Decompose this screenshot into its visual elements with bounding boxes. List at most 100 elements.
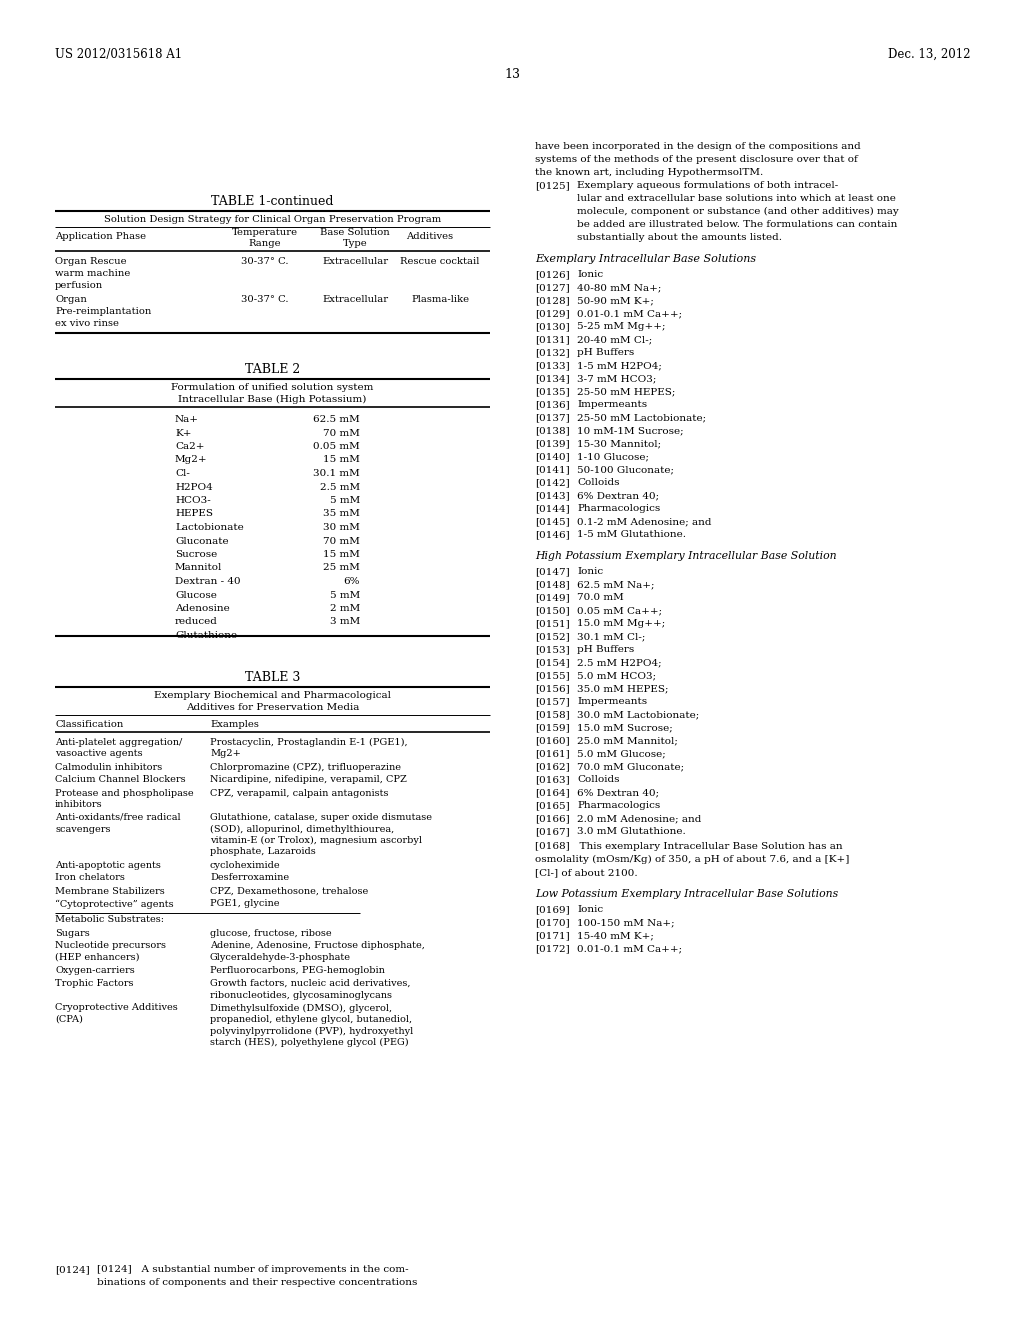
- Text: [0129]: [0129]: [535, 309, 569, 318]
- Text: [0126]: [0126]: [535, 271, 569, 279]
- Text: HEPES: HEPES: [175, 510, 213, 519]
- Text: Ca2+: Ca2+: [175, 442, 205, 451]
- Text: [0147]: [0147]: [535, 568, 569, 576]
- Text: Pharmacologics: Pharmacologics: [577, 504, 660, 513]
- Text: 20-40 mM Cl-;: 20-40 mM Cl-;: [577, 335, 652, 345]
- Text: [0161]: [0161]: [535, 748, 569, 758]
- Text: [0154]: [0154]: [535, 657, 569, 667]
- Text: Adenine, Adenosine, Fructose diphosphate,: Adenine, Adenosine, Fructose diphosphate…: [210, 941, 425, 950]
- Text: 25-50 mM Lactobionate;: 25-50 mM Lactobionate;: [577, 413, 707, 422]
- Text: CPZ, Dexamethosone, trehalose: CPZ, Dexamethosone, trehalose: [210, 887, 369, 895]
- Text: Intracellular Base (High Potassium): Intracellular Base (High Potassium): [178, 395, 367, 404]
- Text: 30.1 mM Cl-;: 30.1 mM Cl-;: [577, 632, 645, 642]
- Text: [0131]: [0131]: [535, 335, 569, 345]
- Text: Mg2+: Mg2+: [175, 455, 208, 465]
- Text: Additives for Preservation Media: Additives for Preservation Media: [185, 704, 359, 711]
- Text: 15 mM: 15 mM: [324, 455, 360, 465]
- Text: Calcium Channel Blockers: Calcium Channel Blockers: [55, 776, 185, 784]
- Text: have been incorporated in the design of the compositions and: have been incorporated in the design of …: [535, 143, 861, 150]
- Text: [0146]: [0146]: [535, 531, 569, 539]
- Text: 15 mM: 15 mM: [324, 550, 360, 558]
- Text: cycloheximide: cycloheximide: [210, 861, 281, 870]
- Text: Membrane Stabilizers: Membrane Stabilizers: [55, 887, 165, 895]
- Text: Oxygen-carriers: Oxygen-carriers: [55, 966, 135, 975]
- Text: 30-37° C.: 30-37° C.: [242, 257, 289, 267]
- Text: [0170]: [0170]: [535, 917, 569, 927]
- Text: Extracellular: Extracellular: [322, 294, 388, 304]
- Text: Colloids: Colloids: [577, 775, 620, 784]
- Text: [0169]: [0169]: [535, 906, 569, 913]
- Text: Mannitol: Mannitol: [175, 564, 222, 573]
- Text: TABLE 1-continued: TABLE 1-continued: [211, 195, 334, 209]
- Text: molecule, component or substance (and other additives) may: molecule, component or substance (and ot…: [577, 207, 899, 216]
- Text: Ionic: Ionic: [577, 271, 603, 279]
- Text: Ionic: Ionic: [577, 906, 603, 913]
- Text: 2.5 mM H2PO4;: 2.5 mM H2PO4;: [577, 657, 662, 667]
- Text: 0.1-2 mM Adenosine; and: 0.1-2 mM Adenosine; and: [577, 517, 712, 525]
- Text: [0165]: [0165]: [535, 801, 569, 810]
- Text: Nucleotide precursors: Nucleotide precursors: [55, 941, 166, 950]
- Text: systems of the methods of the present disclosure over that of: systems of the methods of the present di…: [535, 154, 858, 164]
- Text: CPZ, verapamil, calpain antagonists: CPZ, verapamil, calpain antagonists: [210, 788, 388, 797]
- Text: reduced: reduced: [175, 618, 218, 627]
- Text: 15.0 mM Sucrose;: 15.0 mM Sucrose;: [577, 723, 673, 733]
- Text: [0134]: [0134]: [535, 374, 569, 383]
- Text: osmolality (mOsm/Kg) of 350, a pH of about 7.6, and a [K+]: osmolality (mOsm/Kg) of 350, a pH of abo…: [535, 855, 849, 865]
- Text: Solution Design Strategy for Clinical Organ Preservation Program: Solution Design Strategy for Clinical Or…: [103, 215, 441, 224]
- Text: [0127]: [0127]: [535, 282, 569, 292]
- Text: 6%: 6%: [343, 577, 360, 586]
- Text: 50-100 Gluconate;: 50-100 Gluconate;: [577, 465, 674, 474]
- Text: 5.0 mM Glucose;: 5.0 mM Glucose;: [577, 748, 666, 758]
- Text: [0133]: [0133]: [535, 360, 569, 370]
- Text: [0157]: [0157]: [535, 697, 569, 706]
- Text: Anti-platelet aggregation/: Anti-platelet aggregation/: [55, 738, 182, 747]
- Text: scavengers: scavengers: [55, 825, 111, 833]
- Text: Glucose: Glucose: [175, 590, 217, 599]
- Text: Temperature: Temperature: [232, 228, 298, 238]
- Text: warm machine: warm machine: [55, 269, 130, 279]
- Text: 70.0 mM: 70.0 mM: [577, 593, 624, 602]
- Text: the known art, including HypothermsolTM.: the known art, including HypothermsolTM.: [535, 168, 763, 177]
- Text: Adenosine: Adenosine: [175, 605, 229, 612]
- Text: [0124]   A substantial number of improvements in the com-: [0124] A substantial number of improveme…: [97, 1265, 409, 1274]
- Text: Desferroxamine: Desferroxamine: [210, 874, 289, 883]
- Text: [0142]: [0142]: [535, 478, 569, 487]
- Text: Range: Range: [249, 239, 282, 248]
- Text: [0136]: [0136]: [535, 400, 569, 409]
- Text: pH Buffers: pH Buffers: [577, 348, 634, 356]
- Text: 40-80 mM Na+;: 40-80 mM Na+;: [577, 282, 662, 292]
- Text: H2PO4: H2PO4: [175, 483, 213, 491]
- Text: Organ Rescue: Organ Rescue: [55, 257, 127, 267]
- Text: 15.0 mM Mg++;: 15.0 mM Mg++;: [577, 619, 666, 628]
- Text: Examples: Examples: [210, 719, 259, 729]
- Text: [0149]: [0149]: [535, 593, 569, 602]
- Text: Cl-: Cl-: [175, 469, 189, 478]
- Text: Iron chelators: Iron chelators: [55, 874, 125, 883]
- Text: 1-10 Glucose;: 1-10 Glucose;: [577, 451, 649, 461]
- Text: 0.05 mM Ca++;: 0.05 mM Ca++;: [577, 606, 663, 615]
- Text: 5 mM: 5 mM: [330, 496, 360, 506]
- Text: Protease and phospholipase: Protease and phospholipase: [55, 788, 194, 797]
- Text: [0128]: [0128]: [535, 296, 569, 305]
- Text: 0.05 mM: 0.05 mM: [313, 442, 360, 451]
- Text: 70.0 mM Gluconate;: 70.0 mM Gluconate;: [577, 762, 684, 771]
- Text: Organ: Organ: [55, 294, 87, 304]
- Text: TABLE 2: TABLE 2: [245, 363, 300, 376]
- Text: 6% Dextran 40;: 6% Dextran 40;: [577, 788, 659, 797]
- Text: 30.1 mM: 30.1 mM: [313, 469, 360, 478]
- Text: [0160]: [0160]: [535, 737, 569, 744]
- Text: Impermeants: Impermeants: [577, 400, 647, 409]
- Text: substantially about the amounts listed.: substantially about the amounts listed.: [577, 234, 782, 242]
- Text: [0168]   This exemplary Intracellular Base Solution has an: [0168] This exemplary Intracellular Base…: [535, 842, 843, 851]
- Text: lular and extracellular base solutions into which at least one: lular and extracellular base solutions i…: [577, 194, 896, 203]
- Text: Exemplary Intracellular Base Solutions: Exemplary Intracellular Base Solutions: [535, 253, 756, 264]
- Text: Trophic Factors: Trophic Factors: [55, 979, 133, 987]
- Text: polyvinylpyrrolidone (PVP), hydroxyethyl: polyvinylpyrrolidone (PVP), hydroxyethyl: [210, 1027, 414, 1036]
- Text: [0137]: [0137]: [535, 413, 569, 422]
- Text: 15-30 Mannitol;: 15-30 Mannitol;: [577, 440, 662, 447]
- Text: [0148]: [0148]: [535, 579, 569, 589]
- Text: 25.0 mM Mannitol;: 25.0 mM Mannitol;: [577, 737, 678, 744]
- Text: [0159]: [0159]: [535, 723, 569, 733]
- Text: Glutathione: Glutathione: [175, 631, 238, 640]
- Text: [0156]: [0156]: [535, 684, 569, 693]
